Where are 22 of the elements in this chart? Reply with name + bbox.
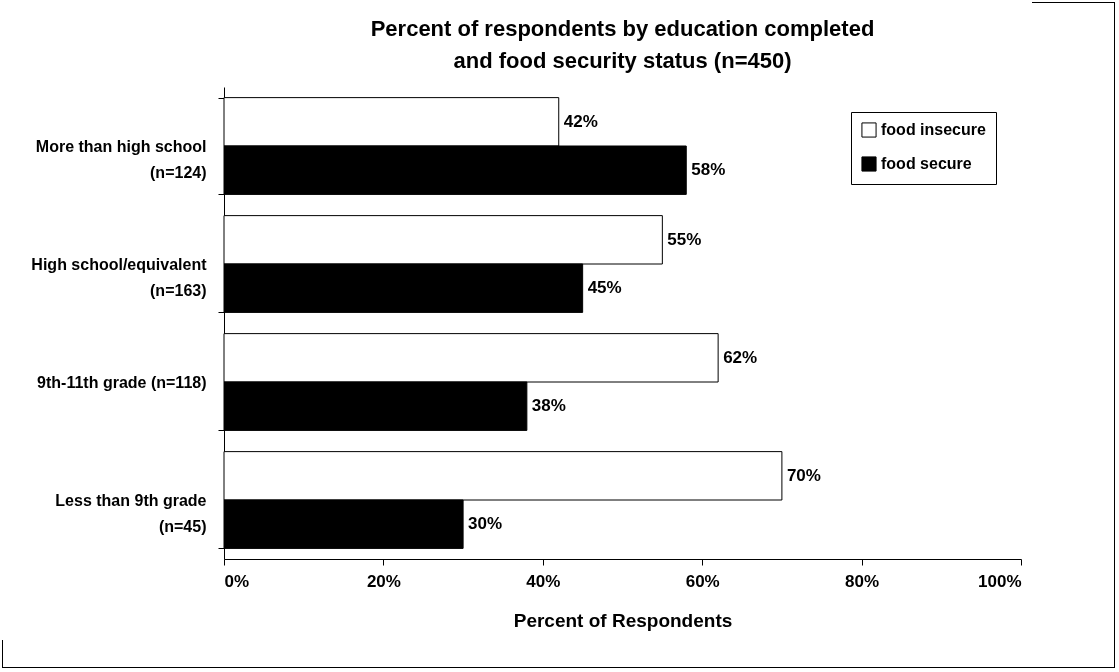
data-label: 70% [786, 465, 821, 485]
data-label: 62% [723, 347, 758, 367]
x-axis-title: Percent of Respondents [513, 609, 733, 631]
data-label: 30% [468, 514, 503, 534]
data-label: 38% [531, 396, 566, 416]
x-tick-label: 40% [526, 571, 561, 591]
data-label: 58% [691, 160, 726, 180]
y-tick-label: 9th-11th grade (n=118) [37, 373, 207, 391]
x-tick-label: 20% [366, 571, 401, 591]
y-tick-label: High school/equivalent (n=163) [31, 255, 208, 299]
legend-label: food secure [881, 155, 972, 172]
y-tick-label: More than high school (n=124) [35, 137, 207, 181]
x-tick-label: 60% [685, 571, 720, 591]
data-label: 42% [563, 111, 598, 131]
data-label: 55% [667, 229, 702, 249]
chart-title: Percent of respondents by education completed and food security status (n=450) [370, 16, 875, 73]
x-tick-label: 0% [224, 571, 250, 591]
x-tick-label: 100% [978, 571, 1022, 591]
x-tick-label: 80% [845, 571, 880, 591]
data-label: 45% [587, 278, 622, 298]
y-tick-label: Less than 9th grade (n=45) [55, 491, 207, 535]
legend-label: food insecure [881, 121, 987, 138]
